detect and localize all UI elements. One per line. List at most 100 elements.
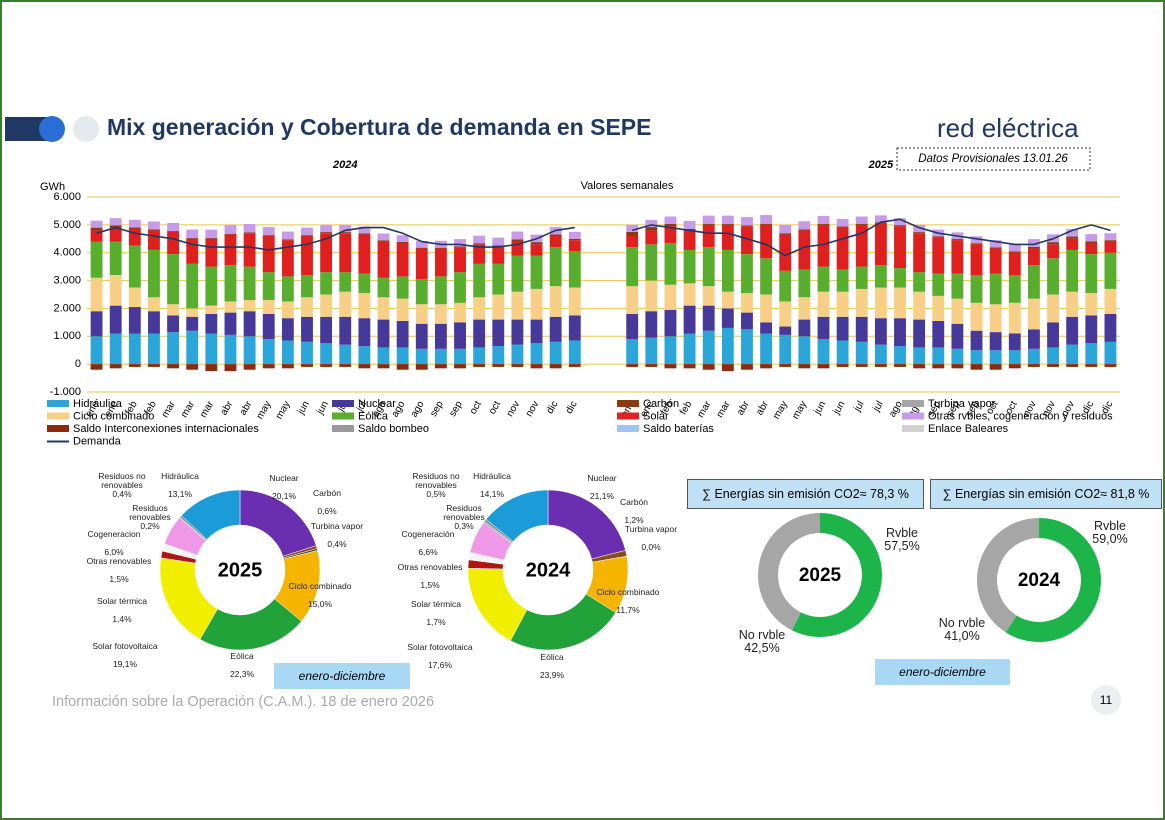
slice-label: Carbón bbox=[620, 497, 648, 507]
bar-segment bbox=[205, 305, 218, 314]
bar-segment bbox=[874, 364, 887, 367]
bar-segment bbox=[224, 334, 237, 365]
bar-segment bbox=[683, 249, 696, 284]
slice-value: 22,3% bbox=[229, 669, 255, 679]
legend-swatch bbox=[902, 400, 924, 407]
bar-segment bbox=[205, 266, 218, 306]
slice-value: 0,4% bbox=[327, 539, 347, 549]
bar-segment bbox=[434, 304, 447, 324]
slice-value: 15,0% bbox=[307, 599, 333, 609]
slice-label: Residuos no renovables bbox=[412, 471, 460, 490]
bar-segment bbox=[358, 293, 371, 319]
bar-segment bbox=[320, 294, 333, 317]
bar-segment bbox=[702, 364, 715, 370]
bar-segment bbox=[836, 269, 849, 292]
bar-segment bbox=[90, 220, 103, 228]
bar-segment bbox=[664, 224, 677, 227]
bar-segment bbox=[301, 235, 313, 236]
bar-segment bbox=[568, 315, 581, 341]
slice-label: Solar fotovoltaica bbox=[407, 642, 473, 652]
bar-segment bbox=[721, 215, 734, 225]
bar-segment bbox=[128, 229, 141, 246]
bar-segment bbox=[1047, 244, 1059, 259]
bar-segment bbox=[970, 243, 983, 245]
bar-segment bbox=[970, 364, 983, 370]
slice-value: 1,5% bbox=[109, 574, 129, 584]
x-tick-label: oct bbox=[468, 399, 484, 416]
bar-segment bbox=[951, 239, 964, 241]
bar-segment bbox=[836, 340, 849, 365]
bar-segment bbox=[530, 242, 543, 245]
bar-segment bbox=[262, 272, 275, 301]
bar-segment bbox=[760, 258, 773, 295]
bar-segment bbox=[511, 319, 524, 345]
legend-swatch bbox=[902, 412, 924, 420]
x-tick-label: jun bbox=[314, 399, 331, 417]
bar-segment bbox=[1027, 265, 1040, 299]
bar-segment bbox=[243, 233, 256, 267]
legend-swatch bbox=[332, 412, 354, 420]
bar-segment bbox=[1104, 240, 1117, 242]
bar-segment bbox=[913, 225, 926, 233]
bar-segment bbox=[109, 305, 122, 334]
bar-segment bbox=[970, 244, 983, 275]
bar-segment bbox=[779, 270, 792, 302]
bar-segment bbox=[339, 316, 352, 345]
bar-segment bbox=[377, 347, 390, 365]
bar-segment bbox=[224, 225, 237, 234]
bar-segment bbox=[281, 364, 294, 369]
x-tick-label: sep bbox=[428, 399, 446, 419]
bar-segment bbox=[358, 346, 371, 365]
bar-segment bbox=[243, 232, 256, 234]
bar-segment bbox=[492, 319, 505, 347]
bar-segment bbox=[1066, 316, 1079, 345]
bar-segment bbox=[645, 280, 658, 312]
bar-segment bbox=[836, 316, 849, 341]
legend-swatch bbox=[47, 400, 69, 407]
bar-segment bbox=[128, 307, 141, 334]
bar-segment bbox=[415, 247, 428, 249]
bar-segment bbox=[454, 364, 466, 369]
bar-segment bbox=[148, 311, 160, 334]
bar-segment bbox=[1066, 238, 1079, 250]
bar-segment bbox=[224, 301, 237, 313]
bar-segment bbox=[874, 223, 887, 266]
page-number: 11 bbox=[1100, 693, 1113, 707]
bar-segment bbox=[90, 241, 103, 278]
bar-segment bbox=[301, 341, 313, 365]
bar-segment bbox=[358, 226, 371, 234]
bar-segment bbox=[301, 364, 313, 367]
bar-segment bbox=[454, 247, 466, 273]
bar-segment bbox=[281, 239, 294, 241]
title: Mix generación y Cobertura de demanda en… bbox=[107, 114, 652, 140]
bar-segment bbox=[530, 343, 543, 365]
bar-segment bbox=[281, 231, 294, 240]
slice-label: Eólica bbox=[540, 652, 564, 662]
bar-segment bbox=[377, 241, 390, 278]
bar-segment bbox=[951, 298, 964, 324]
bar-segment bbox=[454, 348, 466, 365]
bar-segment bbox=[817, 224, 830, 267]
bar-segment bbox=[148, 333, 160, 365]
bar-segment bbox=[1104, 364, 1117, 367]
bar-segment bbox=[817, 266, 830, 292]
bar-segment bbox=[339, 232, 352, 234]
bar-segment bbox=[167, 231, 180, 255]
bar-segment bbox=[932, 237, 945, 274]
bar-segment bbox=[626, 314, 639, 340]
y-tick-label: 6.000 bbox=[53, 191, 81, 203]
bar-segment bbox=[760, 333, 773, 365]
y-tick-label: 2.000 bbox=[53, 302, 81, 314]
bar-segment bbox=[1008, 302, 1021, 334]
slice-value: 0,0% bbox=[641, 542, 661, 552]
bar-segment bbox=[702, 224, 715, 248]
bar-segment bbox=[377, 277, 390, 298]
bar-segment bbox=[186, 229, 199, 238]
bar-segment bbox=[913, 319, 926, 348]
bar-segment bbox=[549, 341, 562, 365]
slice-label: Otras renovables bbox=[397, 562, 463, 572]
bar-segment bbox=[454, 246, 466, 248]
bar-segment bbox=[262, 339, 275, 365]
bar-segment bbox=[836, 364, 849, 367]
bar-segment bbox=[492, 294, 505, 320]
